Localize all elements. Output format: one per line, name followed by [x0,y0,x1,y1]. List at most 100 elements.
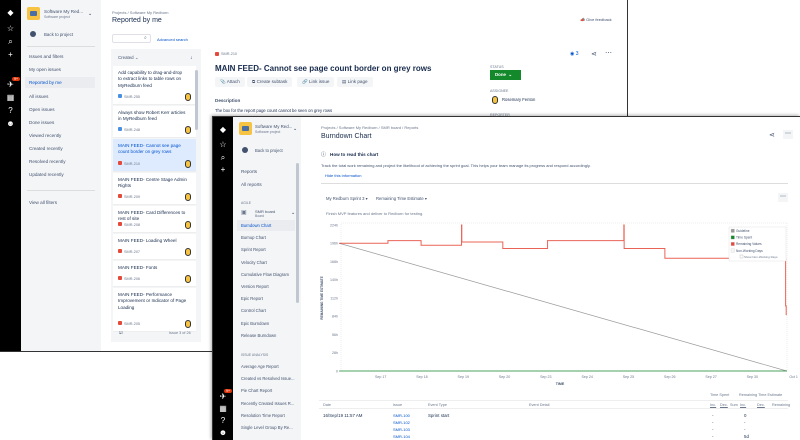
table-header-dec[interactable]: Dec. [720,403,728,407]
sidebar-item-release-burndown[interactable]: Release Burndown [241,332,277,338]
hide-info-link[interactable]: Hide this information [325,173,362,178]
breadcrumb-projects[interactable]: Projects [321,125,336,130]
chevron-down-icon[interactable]: ⌄ [88,11,93,17]
back-icon[interactable] [30,31,36,37]
advanced-search-link[interactable]: Advanced search [157,37,188,42]
board-chevron-icon[interactable]: ⌄ [291,210,296,216]
checkbox-icon[interactable]: ☑ [119,330,123,335]
create-icon[interactable]: + [220,165,226,174]
all-reports-link[interactable]: All reports [241,182,262,187]
breadcrumb-project[interactable]: Software My Redburn [129,10,169,15]
sidebar-item-done-issues[interactable]: Done issues [29,120,55,125]
back-icon[interactable] [242,147,248,153]
sidebar-item-burnup-chart[interactable]: Burnup Chart [241,235,266,241]
table-header-date[interactable]: Date [323,403,332,407]
chart-more-button[interactable]: ⋯ [778,193,788,202]
issue-list-scrollbar[interactable] [195,70,198,130]
sidebar-item-sprint-report[interactable]: Sprint Report [241,247,266,253]
search-icon[interactable]: ⌕ [220,153,226,162]
apps-icon[interactable]: ▦ [219,404,227,413]
jira-logo-icon[interactable]: ◆ [7,8,14,17]
breadcrumb-board[interactable]: SMR board [380,125,402,130]
search-icon[interactable]: ⌕ [8,37,13,46]
sidebar-item-reported-by-me[interactable]: Reported by me [25,77,95,88]
row-issue-link[interactable]: SMR-102 [393,420,410,425]
search-input[interactable] [112,34,151,43]
sidebar-scrollbar[interactable] [296,163,299,303]
avatar[interactable]: ☻ [6,119,15,128]
star-icon[interactable]: ☆ [6,24,15,33]
table-header-eventdetail[interactable]: Event Detail [529,403,550,407]
table-header-remaining[interactable]: Remaining [772,403,791,407]
sidebar-item-resolved-recently[interactable]: Resolved recently [29,159,66,164]
table-header-sum[interactable]: Sum [730,403,738,407]
notifications-icon[interactable]: ✈ [7,80,14,89]
share-icon[interactable]: ⋖ [591,51,597,58]
sidebar-item-report[interactable]: Average Age Report [241,364,279,369]
issue-key[interactable]: SMR-210 [215,52,237,56]
jira-logo-icon[interactable]: ◆ [219,125,227,134]
show-non-working-days-checkbox[interactable] [739,254,744,259]
issue-card[interactable]: Always show Robert Kerr articles in MyRe… [113,106,196,138]
project-name[interactable]: Software My Red... [44,9,84,14]
sort-direction-icon[interactable]: ↓ [190,55,193,61]
description-text[interactable]: The box for the report page count cannot… [215,108,333,113]
sidebar-item-velocity-chart[interactable]: Velocity Chart [241,259,267,265]
sidebar-item-my-open-issues[interactable]: My open issues [29,67,61,72]
sidebar-item-cumulative-flow-diagram[interactable]: Cumulative Flow Diagram [241,271,289,277]
status-button[interactable]: Done ⌄ [490,70,521,80]
issue-card[interactable]: MAIN FEED- Card Differences to rest of s… [113,206,196,233]
table-header-dec[interactable]: Dec. [757,403,765,407]
issue-card[interactable]: Add capability to drag-and-drop to extra… [113,66,196,105]
notifications-icon[interactable]: ✈ [219,392,227,401]
link-issue-button[interactable]: 🔗 Link issue [297,77,335,87]
view-all-filters-link[interactable]: View all filters [29,200,57,205]
row-issue-link[interactable]: SMR-104 [393,434,410,439]
row-issue-link[interactable]: SMR-103 [393,427,410,432]
star-icon[interactable]: ☆ [219,140,227,149]
help-icon[interactable]: ? [8,106,13,115]
sidebar-item-report[interactable]: Created vs Resolved Issue... [241,376,295,382]
sidebar-item-report[interactable]: Resolution Time Report [241,412,285,418]
sidebar-item-open-issues[interactable]: Open issues [29,107,55,112]
issue-card[interactable]: MAIN FEED- Fonts SMR-206 [113,261,196,287]
sidebar-item-updated-recently[interactable]: Updated recently [29,172,64,177]
back-to-project-link[interactable]: Back to project [44,32,74,37]
sidebar-item-report[interactable]: Pie Chart Report [241,388,273,394]
sidebar-item-report[interactable]: Recently Created Issues R... [241,400,295,406]
more-icon[interactable]: ⋯ [605,50,612,57]
issue-card[interactable]: MAIN FEED- Cannot see page count border … [113,139,196,172]
breadcrumb-project[interactable]: Software My Redburn [338,125,378,130]
help-icon[interactable]: ? [220,416,226,425]
sidebar-item-epic-burndown[interactable]: Epic Burndown [241,320,270,326]
apps-icon[interactable]: ▦ [6,93,15,102]
share-icon[interactable]: ⋖ [769,132,775,139]
table-header-eventtype[interactable]: Event Type [428,403,447,407]
link-page-button[interactable]: ▤ Link page [337,77,373,87]
sidebar-item-version-report[interactable]: Version Report [241,284,269,289]
sidebar-item-burndown-chart[interactable]: Burndown Chart [237,220,295,231]
sidebar-item-epic-report[interactable]: Epic Report [241,296,263,302]
attach-button[interactable]: 📎 Attach [215,77,245,87]
issue-card[interactable]: MAIN FEED- Loading Wheel SMR-207 [113,234,196,260]
sidebar-item-report[interactable]: Single Level Group By Re... [241,425,293,430]
board-name[interactable]: SMR board [255,209,276,214]
create-icon[interactable]: + [8,50,13,59]
breadcrumb-reports[interactable]: Reports [404,125,419,130]
sidebar-item-control-chart[interactable]: Control Chart [241,308,266,314]
avatar[interactable]: ☻ [218,428,228,437]
chevron-down-icon[interactable]: ⌄ [293,126,298,132]
sprint-select[interactable]: My Redburn Sprint 3 ▾ [326,196,368,201]
estimate-select[interactable]: Remaining Time Estimate ▾ [376,196,427,201]
issue-card[interactable]: MAIN FEED- Centre Stage Admin Rights SMR-… [113,173,196,205]
create-subtask-button[interactable]: ⧉ Create subtask [247,77,293,87]
give-feedback-button[interactable]: 📣 Give feedback [580,17,612,22]
watch-button[interactable]: ◉ 3 [570,51,579,57]
more-button[interactable]: ⋯ [783,130,793,139]
table-header-issue[interactable]: Issue [393,403,403,407]
project-name[interactable]: Software My Red... [255,124,293,129]
issue-card[interactable]: MAIN FEED- Performance Improvement or In… [113,288,196,332]
assignee-name[interactable]: Rosemary Fenton [502,97,536,102]
table-header-inc[interactable]: Inc. [710,403,717,407]
sidebar-item-viewed-recently[interactable]: Viewed recently [29,133,62,138]
